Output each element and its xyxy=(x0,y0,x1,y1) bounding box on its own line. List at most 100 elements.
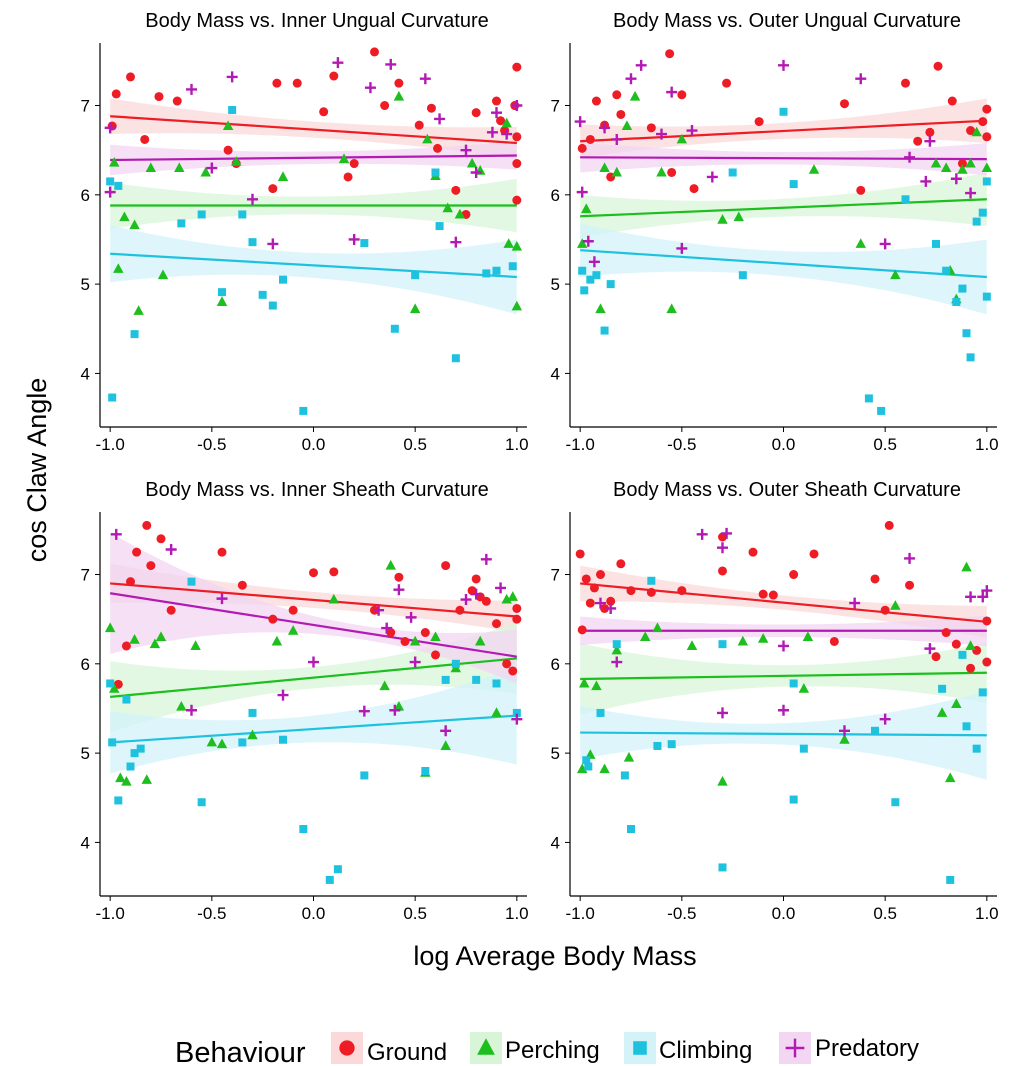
point-ground xyxy=(978,117,988,127)
point-ground xyxy=(789,570,799,580)
point-climbing xyxy=(606,280,615,289)
x-tick-label: -0.5 xyxy=(197,904,226,923)
point-predatory xyxy=(332,57,344,69)
point-perching xyxy=(206,736,218,747)
point-perching xyxy=(338,153,350,164)
legend-label-climbing: Climbing xyxy=(659,1037,752,1064)
point-climbing xyxy=(421,766,430,775)
point-climbing xyxy=(728,168,737,177)
point-perching xyxy=(422,133,433,144)
point-predatory xyxy=(393,584,405,596)
point-perching xyxy=(666,303,677,314)
point-perching xyxy=(149,638,161,649)
point-perching xyxy=(216,296,228,306)
point-ground xyxy=(880,605,890,615)
point-climbing xyxy=(451,354,460,363)
point-perching xyxy=(277,171,289,181)
point-climbing xyxy=(360,771,369,780)
point-perching xyxy=(113,263,124,273)
point-climbing xyxy=(653,741,662,750)
point-ground xyxy=(901,78,910,88)
x-tick-label: -1.0 xyxy=(96,904,125,923)
point-ground xyxy=(581,574,591,584)
point-predatory xyxy=(486,126,498,138)
point-climbing xyxy=(962,329,971,338)
point-climbing xyxy=(592,271,601,280)
point-climbing xyxy=(789,679,798,688)
point-climbing xyxy=(942,266,951,275)
point-climbing xyxy=(228,105,237,114)
point-perching xyxy=(623,751,635,762)
point-climbing xyxy=(578,266,587,275)
point-climbing xyxy=(130,330,139,339)
point-ground xyxy=(492,619,501,629)
point-perching xyxy=(475,635,486,646)
point-ground xyxy=(156,534,166,544)
point-ground xyxy=(272,78,282,88)
point-climbing xyxy=(238,210,247,219)
point-perching xyxy=(145,162,157,173)
point-climbing xyxy=(779,107,788,116)
point-ground xyxy=(441,561,451,571)
point-ground xyxy=(142,520,152,530)
point-predatory xyxy=(706,171,718,183)
point-ground xyxy=(905,580,915,590)
point-climbing xyxy=(982,292,991,301)
point-ground xyxy=(966,663,976,673)
point-perching xyxy=(222,120,234,131)
point-predatory xyxy=(965,591,977,603)
legend-title: Behaviour xyxy=(175,1037,306,1066)
point-ground xyxy=(577,625,587,635)
data-points xyxy=(575,520,993,884)
point-perching xyxy=(965,157,976,168)
point-ground xyxy=(394,572,404,582)
point-ground xyxy=(689,184,699,194)
point-predatory xyxy=(635,59,647,71)
point-predatory xyxy=(491,107,502,119)
point-ground xyxy=(982,104,992,114)
point-predatory xyxy=(588,256,600,268)
point-climbing xyxy=(584,762,593,771)
point-climbing xyxy=(864,394,873,403)
point-climbing xyxy=(238,738,247,747)
point-predatory xyxy=(924,643,936,655)
point-predatory xyxy=(277,689,289,701)
point-predatory xyxy=(267,238,279,250)
point-climbing xyxy=(891,798,900,807)
band-climbing xyxy=(110,225,517,315)
point-perching xyxy=(945,772,956,783)
point-ground xyxy=(665,49,675,59)
point-ground xyxy=(667,167,677,177)
point-perching xyxy=(981,162,993,173)
point-predatory xyxy=(839,725,850,737)
point-perching xyxy=(133,305,144,315)
point-perching xyxy=(936,707,948,717)
point-climbing xyxy=(718,640,727,649)
point-perching xyxy=(507,591,518,601)
legend-marker-ground xyxy=(339,1040,355,1056)
point-ground xyxy=(420,628,430,638)
x-tick-label: -1.0 xyxy=(566,435,595,454)
fit-line-climbing xyxy=(580,249,987,279)
point-perching xyxy=(855,238,866,248)
point-predatory xyxy=(348,233,360,245)
y-tick-label: 4 xyxy=(551,364,560,383)
point-ground xyxy=(223,145,233,155)
point-climbing xyxy=(279,275,287,284)
point-ground xyxy=(718,566,727,576)
point-ground xyxy=(329,71,339,81)
point-ground xyxy=(349,159,359,169)
point-climbing xyxy=(582,756,591,765)
point-climbing xyxy=(248,708,257,717)
point-climbing xyxy=(411,271,420,280)
point-predatory xyxy=(676,242,688,254)
point-predatory xyxy=(611,133,623,145)
panel-title: Body Mass vs. Inner Ungual Curvature xyxy=(145,10,489,32)
point-ground xyxy=(496,116,506,126)
point-climbing xyxy=(932,239,940,248)
point-ground xyxy=(268,184,278,194)
point-perching xyxy=(409,635,421,646)
point-predatory xyxy=(450,236,462,248)
point-ground xyxy=(471,108,481,118)
point-ground xyxy=(492,96,501,106)
